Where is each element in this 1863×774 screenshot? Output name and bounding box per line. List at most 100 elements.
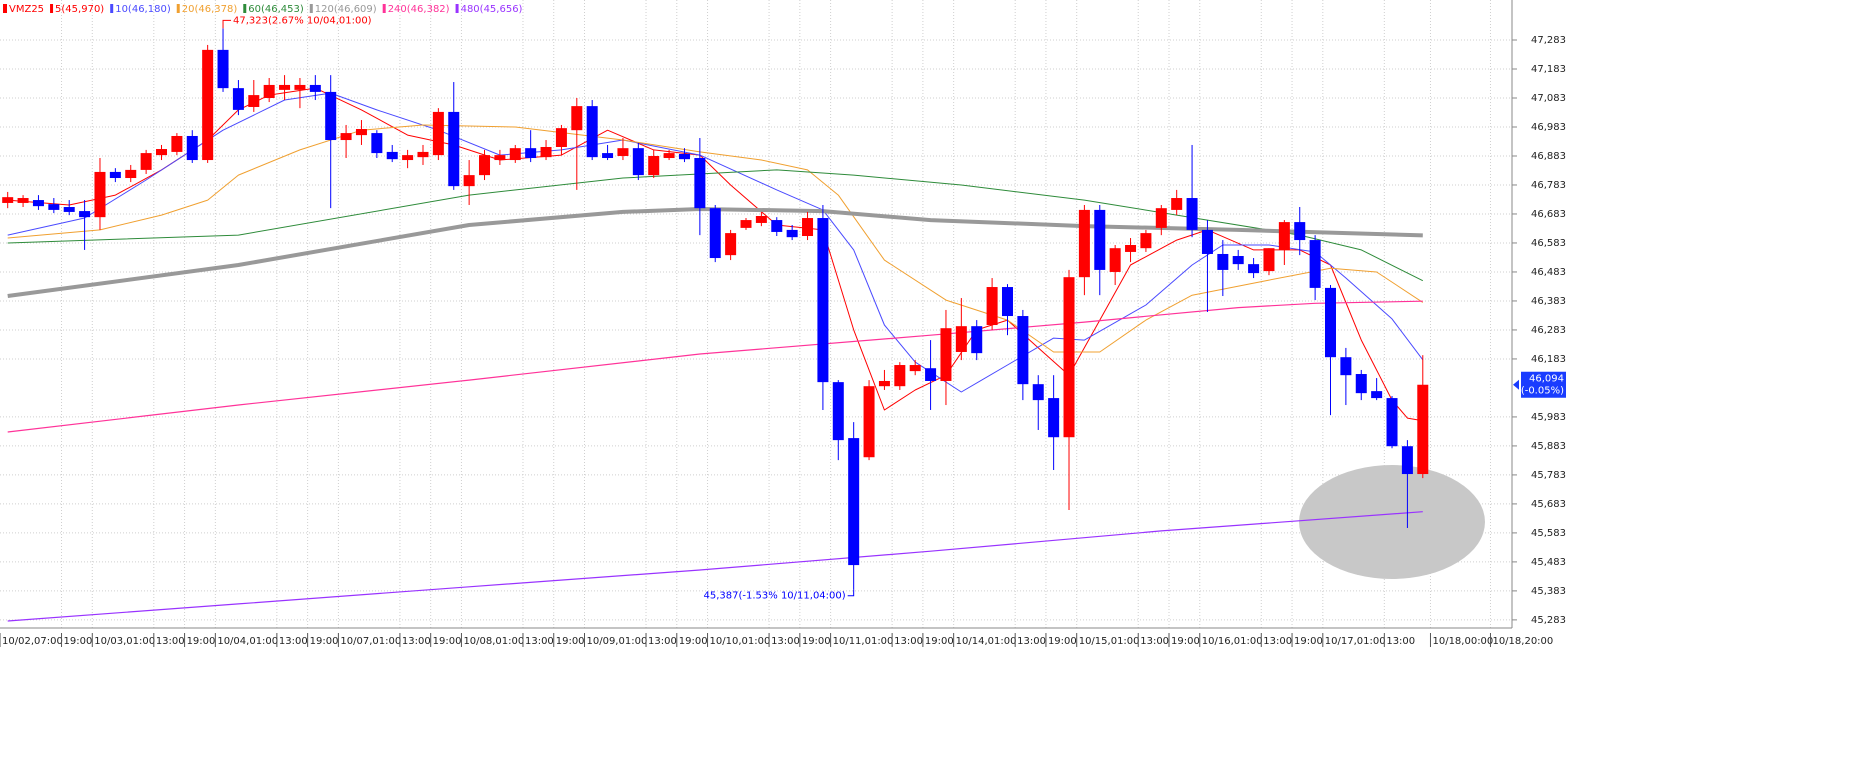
x-tick-label: 10/09,01:00 — [586, 636, 647, 647]
candle-body — [1278, 222, 1290, 250]
candle-body — [694, 158, 706, 209]
x-tick-label: 10/02,07:00 — [2, 636, 63, 647]
candle-body — [894, 365, 906, 387]
candle-body — [1140, 233, 1152, 249]
candles — [2, 28, 1429, 590]
last-price-box — [1521, 371, 1566, 398]
x-tick-label: 13:00 — [1386, 636, 1415, 647]
legend-marker — [50, 4, 54, 13]
candle-body — [417, 151, 429, 158]
candle-body — [156, 149, 168, 156]
candle-body — [1401, 446, 1413, 475]
legend-label: 480(45,656) — [461, 4, 523, 15]
candle-body — [1109, 248, 1121, 272]
x-tick-label: 10/18,20:00 — [1492, 636, 1553, 647]
candle-body — [925, 368, 937, 381]
candle-body — [1155, 208, 1167, 228]
candle-body — [1324, 287, 1336, 358]
candle-body — [1217, 253, 1229, 270]
candle-body — [663, 153, 675, 159]
annotation-label: 47,323(2.67% 10/04,01:00) — [233, 15, 372, 26]
candle-body — [1263, 248, 1275, 272]
y-tick-label: 46,183 — [1531, 354, 1566, 365]
candle-body — [325, 91, 337, 141]
candle-body — [940, 328, 952, 381]
legend-label: 60(46,453) — [248, 4, 304, 15]
candle-body — [971, 326, 983, 354]
y-tick-label: 45,983 — [1531, 412, 1566, 423]
candle-body — [432, 111, 444, 156]
x-tick-label: 13:00 — [648, 636, 677, 647]
x-tick-label: 13:00 — [1017, 636, 1046, 647]
x-tick-label: 19:00 — [679, 636, 708, 647]
ma-line — [7, 300, 1423, 433]
candle-body — [817, 218, 829, 383]
candle-body — [1201, 229, 1213, 254]
candle-body — [709, 208, 721, 259]
candle-body — [125, 169, 137, 179]
candle-body — [571, 106, 583, 131]
x-tick-label: 13:00 — [771, 636, 800, 647]
x-tick-label: 10/17,01:00 — [1325, 636, 1386, 647]
y-tick-label: 47,083 — [1531, 93, 1566, 104]
candle-body — [202, 49, 214, 161]
y-tick-label: 45,283 — [1531, 615, 1566, 626]
candle-body — [79, 211, 91, 218]
highlight-ellipse — [1299, 465, 1485, 579]
candle-body — [463, 175, 475, 187]
candle-body — [848, 438, 860, 566]
x-tick-label: 13:00 — [894, 636, 923, 647]
candle-body — [740, 220, 752, 228]
candle-body — [1417, 384, 1429, 475]
last-price-change: (-0.05%) — [1521, 386, 1564, 397]
candle-body — [832, 382, 844, 441]
y-tick-label: 46,483 — [1531, 267, 1566, 278]
annotation-arrow — [847, 589, 855, 597]
candle-body — [32, 200, 44, 207]
candle-body — [355, 129, 367, 136]
candle-body — [878, 380, 890, 387]
legend-label: 10(46,180) — [115, 4, 171, 15]
candle-body — [863, 386, 875, 458]
candle-body — [586, 106, 598, 158]
candle-body — [479, 155, 491, 176]
candle-body — [94, 171, 106, 218]
y-tick-label: 45,583 — [1531, 528, 1566, 539]
candle-body — [63, 207, 75, 212]
x-tick-label: 10/14,01:00 — [956, 636, 1017, 647]
candle-body — [786, 229, 798, 238]
candle-body — [1386, 398, 1398, 447]
legend-label: 20(46,378) — [182, 4, 238, 15]
candle-body — [109, 171, 121, 179]
candle-body — [1078, 209, 1090, 278]
x-tick-label: 19:00 — [310, 636, 339, 647]
x-tick-label: 10/15,01:00 — [1079, 636, 1140, 647]
candle-body — [1063, 277, 1075, 438]
candle-body — [1309, 240, 1321, 288]
candle-body — [602, 153, 614, 159]
last-price-label: 46,094 — [1529, 374, 1564, 385]
x-tick-label: 10/07,01:00 — [340, 636, 401, 647]
candle-body — [1094, 209, 1106, 270]
x-tick-label: 19:00 — [1294, 636, 1323, 647]
candle-body — [525, 148, 537, 159]
x-tick-label: 19:00 — [925, 636, 954, 647]
candle-body — [1355, 374, 1367, 394]
legend-label: 5(45,970) — [55, 4, 104, 15]
candle-body — [1125, 244, 1137, 252]
x-tick-label: 10/08,01:00 — [463, 636, 524, 647]
x-tick-label: 13:00 — [279, 636, 308, 647]
x-tick-label: 13:00 — [1140, 636, 1169, 647]
candle-body — [2, 197, 14, 203]
candle-body — [1017, 316, 1029, 385]
legend-label: 120(46,609) — [315, 4, 377, 15]
overlay: 47,323(2.67% 10/04,01:00) 45,387(-1.53% 1… — [222, 15, 855, 602]
candle-body — [1371, 391, 1383, 399]
x-tick-label: 10/10,01:00 — [710, 636, 771, 647]
candle-body — [309, 84, 321, 92]
candle-body — [555, 128, 567, 147]
candle-body — [771, 220, 783, 232]
